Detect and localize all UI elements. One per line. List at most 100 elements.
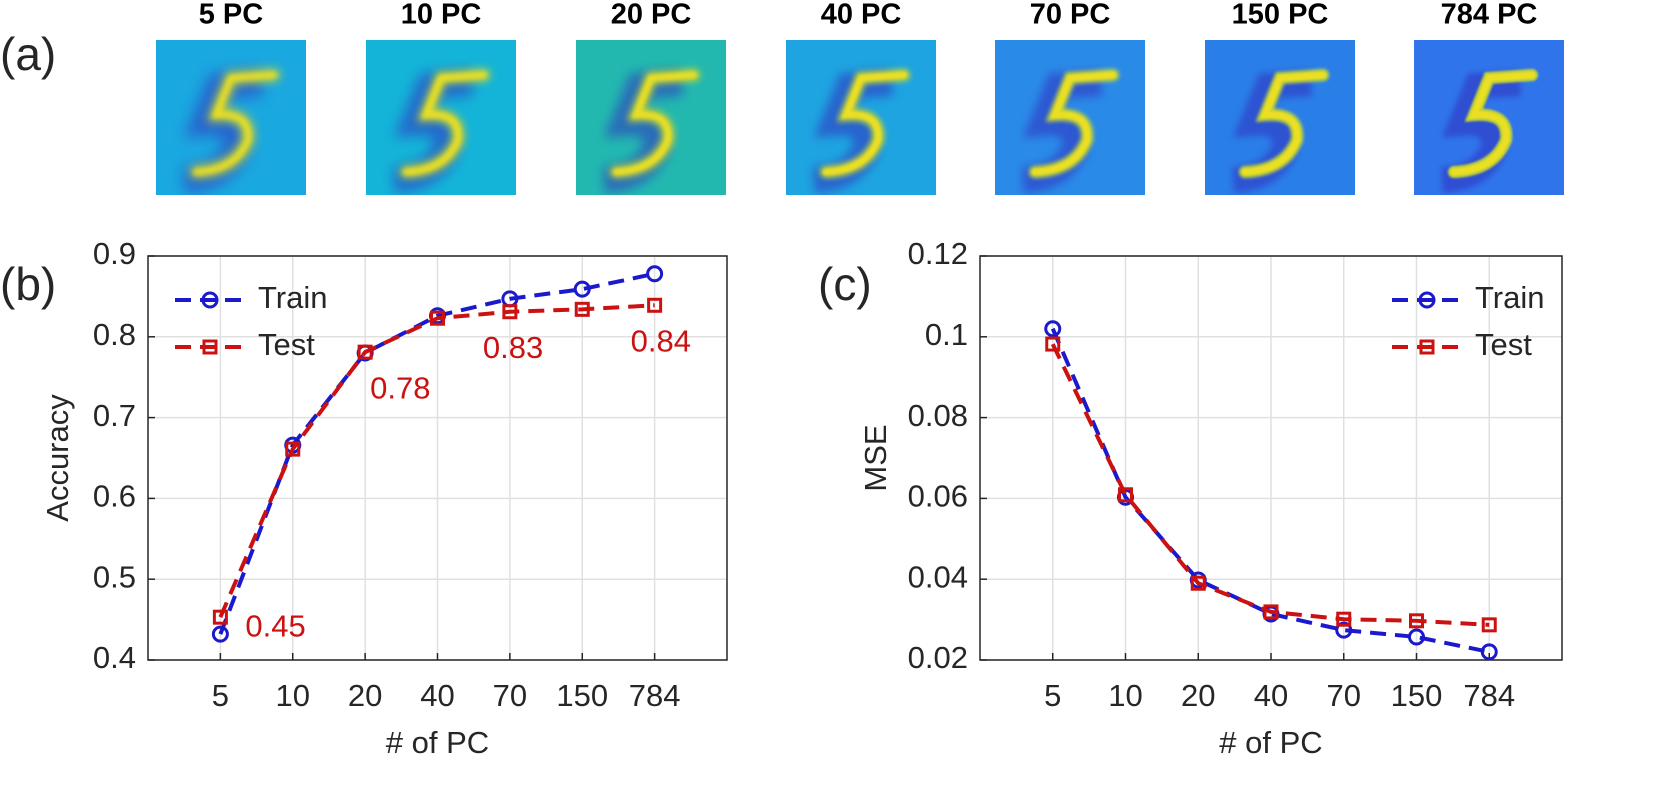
digit-core [1242,72,1326,175]
legend-marker [201,291,219,309]
y-tick-label: 0.08 [908,398,968,433]
y-tick-label: 0.5 [93,559,136,594]
image-title: 70 PC [1030,0,1111,31]
legend-marker [202,339,218,355]
x-tick-label: 150 [556,678,608,713]
y-tick-label: 0.4 [93,640,136,675]
digit-image [995,40,1145,195]
y-tick-label: 0.9 [93,236,136,271]
x-tick-label: 70 [493,678,527,713]
y-tick-label: 0.1 [925,317,968,352]
marker [1263,604,1279,620]
image-title: 5 PC [199,0,264,31]
marker [357,344,373,360]
marker [1118,487,1133,503]
marker [1409,613,1424,629]
series-line [218,271,656,635]
digit-core [823,72,907,175]
legend-label: Train [258,280,327,315]
marker [1335,621,1353,639]
legend-label: Test [1475,327,1532,362]
x-tick-label: 10 [1108,678,1142,713]
x-tick-label: 40 [1254,678,1288,713]
marker [574,301,590,317]
marker [1190,575,1206,591]
x-tick-label: 150 [1391,678,1443,713]
digit-image [366,40,516,195]
digit-strokes [1440,69,1538,193]
marker [573,280,591,298]
image-title: 20 PC [611,0,692,31]
x-tick-label: 20 [348,678,382,713]
legend-label: Test [258,327,315,362]
marker [502,304,518,320]
x-axis-label: # of PC [386,725,489,760]
marker [1045,336,1061,352]
series-line [218,303,655,618]
x-tick-label: 40 [420,678,454,713]
image-title: 40 PC [821,0,902,31]
legend-marker [1419,339,1435,355]
marker [1044,320,1062,338]
digit-strokes [1021,69,1119,193]
plot-frame [147,255,728,661]
data-label: 0.83 [483,330,543,365]
digit-core [1451,72,1535,175]
data-label: 0.45 [245,608,305,643]
marker [1480,643,1498,661]
digit-strokes [812,69,910,193]
image-title: 10 PC [401,0,482,31]
digit-core [613,72,697,175]
x-tick-label: 784 [629,678,681,713]
marker [285,441,301,457]
y-tick-label: 0.6 [93,479,136,514]
x-tick-label: 5 [212,678,229,713]
digit-image [156,40,306,195]
digit-core [1032,72,1116,175]
panel-label: (a) [0,28,56,80]
plot-frame [979,255,1563,661]
image-title: 150 PC [1232,0,1329,31]
series-line [1050,343,1490,627]
digit-strokes [602,69,700,193]
x-tick-label: 20 [1181,678,1215,713]
digit-core [193,72,277,175]
y-tick-label: 0.8 [93,317,136,352]
digit-core [403,72,487,175]
digit-strokes [1231,69,1329,193]
y-tick-label: 0.06 [908,479,968,514]
y-axis-label: Accuracy [40,394,75,522]
digit-image [1414,40,1564,195]
series-line [1050,327,1490,654]
marker [212,609,228,625]
marker [646,265,664,283]
digit-image [576,40,726,195]
marker [1336,611,1352,627]
panel-label: (b) [0,258,56,310]
digit-strokes [392,69,490,193]
marker [1481,617,1497,633]
digit-image [786,40,936,195]
y-tick-label: 0.12 [908,236,968,271]
y-tick-label: 0.02 [908,640,968,675]
y-tick-label: 0.04 [908,559,968,594]
image-title: 784 PC [1441,0,1538,31]
x-tick-label: 10 [276,678,310,713]
x-tick-label: 70 [1327,678,1361,713]
data-label: 0.78 [370,370,430,405]
marker [647,297,663,313]
y-tick-label: 0.7 [93,398,136,433]
marker [211,625,229,643]
legend-label: Train [1475,280,1544,315]
y-axis-label: MSE [858,424,893,491]
x-tick-label: 5 [1044,678,1061,713]
data-label: 0.84 [631,323,691,358]
x-axis-label: # of PC [1219,725,1322,760]
marker [430,310,445,326]
digit-strokes [182,69,280,193]
x-tick-label: 784 [1463,678,1515,713]
digit-image [1205,40,1355,195]
legend-marker [1418,291,1436,309]
marker [1408,628,1425,646]
